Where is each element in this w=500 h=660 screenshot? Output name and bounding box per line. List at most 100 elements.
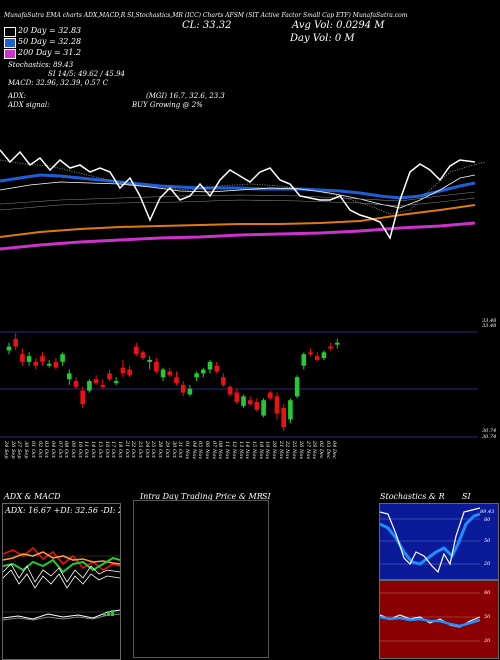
candle-body [160, 369, 166, 378]
candle-body [87, 381, 92, 391]
candle-body [214, 365, 219, 372]
date-tick-label: 30 Sep [23, 441, 30, 459]
ema-thin-b-line [0, 191, 476, 205]
date-tick-label: 02 Dec [317, 441, 324, 459]
stochastics-panel: 89.43 80 50 20 [379, 503, 499, 580]
candle-body [134, 346, 139, 355]
date-tick-label: 01 Nov [183, 441, 190, 460]
date-tick-label: 15 Oct [96, 441, 103, 458]
date-tick-label: 29 Oct [163, 441, 170, 458]
date-tick-label: 22 Oct [130, 441, 137, 458]
rsi-panel: 80 50 20 [379, 580, 499, 659]
candle-body [107, 373, 112, 380]
date-tick-label: 14 Oct [90, 441, 97, 458]
candle-body [194, 373, 199, 378]
date-tick-label: 06 Nov [204, 441, 210, 460]
stoch-tick-20: 20 [484, 561, 491, 567]
candle-body [13, 338, 18, 347]
candle-body [120, 367, 126, 374]
candle-body [301, 354, 307, 366]
rsi-lines [380, 592, 481, 642]
ema100-line [0, 204, 476, 238]
date-tick-label: 05 Nov [197, 441, 204, 460]
date-tick-label: 21 Nov [277, 441, 284, 460]
adx-lines [3, 546, 120, 621]
ema200-swatch [4, 49, 16, 59]
candle-body [180, 384, 186, 393]
date-tick-label: 26 Sep [9, 441, 16, 459]
candle-body [154, 361, 159, 372]
date-tick-label: 18 Nov [257, 441, 264, 460]
candle-body [73, 381, 79, 387]
date-tick-label: 27 Nov [304, 441, 311, 460]
price-label-bottom-2: 30.74 [482, 434, 497, 440]
adx-panel-reading: ADX: 16.67 +DI: 32.56 -DI: 23.26 [5, 506, 120, 515]
date-tick-label: 25 Nov [291, 441, 298, 460]
candle-body [46, 363, 52, 366]
candle-body [93, 379, 99, 383]
date-tick-label: 28 Oct [157, 441, 164, 458]
adx-signal-value: BUY Growing @ 2% [132, 101, 203, 109]
date-tick-label: 30 Oct [170, 441, 177, 458]
candle-body [40, 356, 45, 362]
date-tick-label: 18 Oct [116, 441, 123, 458]
candle-body [247, 400, 253, 405]
candle-body [281, 407, 286, 428]
candle-body [20, 354, 25, 362]
date-tick-label: 04 Nov [190, 441, 197, 460]
candle-body [113, 381, 119, 383]
date-tick-label: 22 Nov [284, 441, 291, 460]
date-tick-label: 31 Oct [177, 441, 184, 458]
day-volume: Day Vol: 0 M [290, 33, 355, 44]
ema200-line [0, 221, 476, 251]
ema20-line [0, 174, 476, 209]
candle-body [288, 400, 293, 420]
date-tick-label: 07 Nov [210, 441, 217, 460]
date-tick-label: 07 Oct [56, 441, 63, 458]
candle-body [187, 388, 193, 395]
price-label-bottom: 30.74 [482, 428, 497, 434]
candle-body [254, 402, 260, 410]
stochastics-lines [380, 507, 481, 574]
date-tick-label: 27 Sep [16, 441, 23, 459]
adx-signal-label: ADX signal: [8, 101, 50, 109]
candle-body [241, 396, 246, 406]
candle-body [321, 352, 327, 359]
date-tick-label: 09 Oct [70, 441, 76, 458]
candle-body [60, 354, 65, 362]
candle-body [335, 342, 340, 345]
date-tick-label: 11 Nov [224, 441, 231, 460]
stoch-panel-title: Stochastics & R [380, 492, 445, 501]
price-label-top-2: 33.48 [482, 323, 497, 329]
candle-body [328, 346, 333, 349]
adx-label: ADX: [8, 92, 27, 100]
date-tick-label: 29 Nov [311, 441, 318, 460]
adx-values: (MGI) 16.7, 32.6, 23.3 [146, 92, 225, 100]
candle-body [127, 369, 132, 376]
si-reading: SI 14/5: 49.62 / 45.94 [48, 70, 125, 78]
candle-body [314, 356, 320, 360]
candle-body [167, 371, 173, 376]
candle-body [140, 352, 146, 359]
ema200-legend: 200 Day = 31.2 [18, 48, 82, 57]
stochastics-reading: Stochastics: 89.43 [8, 61, 74, 69]
candle-body [221, 377, 226, 385]
rsi-tick-50: 50 [484, 614, 491, 620]
date-tick-label: 20 Nov [271, 441, 277, 460]
stoch-panel-si: SI [462, 492, 471, 501]
ema-dotted-line [0, 159, 486, 215]
date-tick-label: 01 Oct [29, 441, 36, 458]
date-tick-label: 15 Nov [250, 441, 257, 460]
stoch-tag: 89.43 [480, 509, 495, 515]
candle-body [53, 361, 59, 368]
candle-body [274, 396, 280, 414]
date-tick-label: 19 Nov [264, 441, 271, 460]
candle-body [26, 356, 32, 362]
ema20-legend: 20 Day = 32.83 [18, 26, 82, 35]
date-tick-label: 14 Nov [244, 441, 251, 460]
top-strip: MunafaSutra EMA charts ADX,MACD,R SI,Sto… [4, 12, 408, 19]
date-tick-label: 17 Oct [110, 441, 117, 458]
candle-body [268, 392, 273, 399]
candle-body [100, 384, 106, 387]
candle-body [234, 392, 240, 403]
